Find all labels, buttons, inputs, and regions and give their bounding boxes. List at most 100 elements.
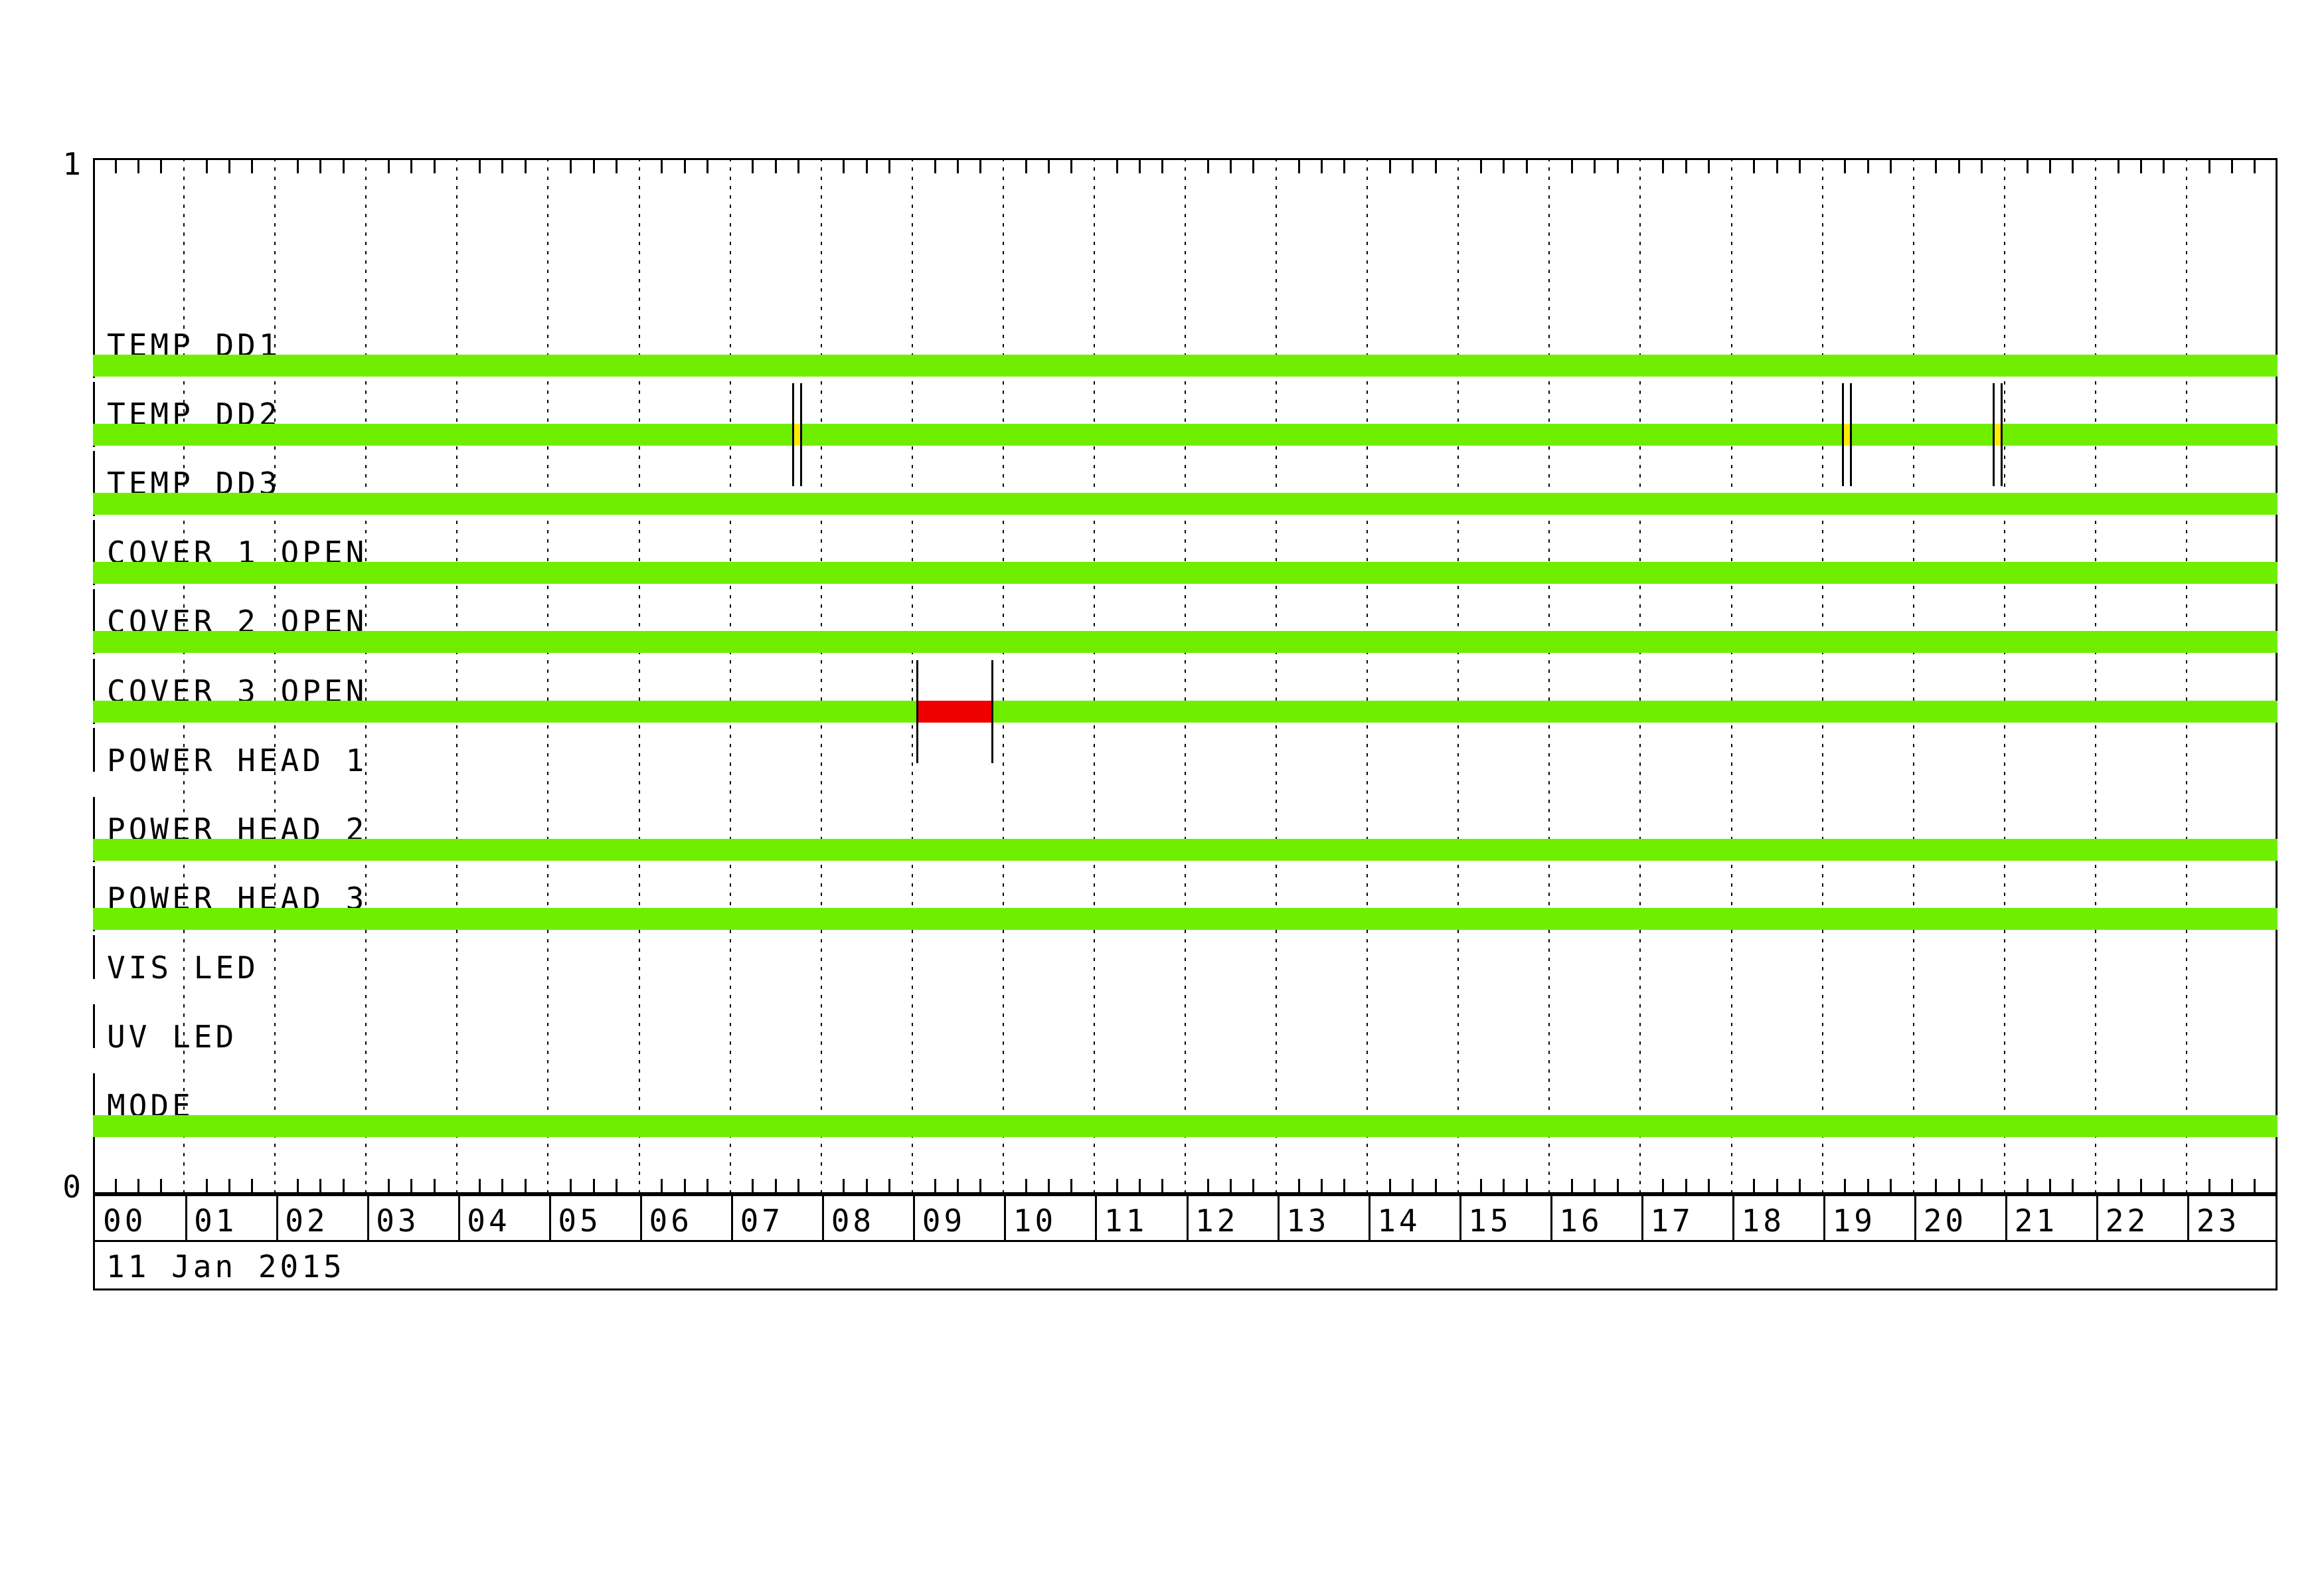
minor-tick-bottom xyxy=(843,1179,845,1194)
minor-tick-bottom xyxy=(251,1179,254,1194)
hour-gridline xyxy=(1730,158,1732,1194)
event-end-marker xyxy=(991,660,993,763)
minor-tick-top xyxy=(1161,158,1164,173)
hour-label: 21 xyxy=(2014,1203,2058,1239)
state-bar-segment xyxy=(93,631,2278,654)
state-bar-segment xyxy=(93,838,2278,861)
minor-tick-bottom xyxy=(1935,1179,1938,1194)
minor-tick-top xyxy=(388,158,390,173)
minor-tick-bottom xyxy=(388,1179,390,1194)
hour-cell-separator xyxy=(1004,1196,1007,1240)
minor-tick-bottom xyxy=(2072,1179,2074,1194)
minor-tick-top xyxy=(1139,158,1141,173)
minor-tick-top xyxy=(296,158,299,173)
hour-cell-separator xyxy=(185,1196,187,1240)
minor-tick-top xyxy=(1685,158,1687,173)
state-bar-segment xyxy=(93,907,2278,930)
y-axis-segment xyxy=(93,158,95,378)
minor-tick-bottom xyxy=(1025,1179,1027,1194)
minor-tick-top xyxy=(1662,158,1665,173)
minor-tick-bottom xyxy=(706,1179,708,1194)
hour-label: 20 xyxy=(1923,1203,1967,1239)
hour-cell-separator xyxy=(731,1196,734,1240)
minor-tick-top xyxy=(228,158,231,173)
hour-gridline xyxy=(2094,158,2096,1194)
hour-cell-separator xyxy=(1368,1196,1370,1240)
minor-tick-top xyxy=(1116,158,1118,173)
hour-label: 04 xyxy=(467,1203,511,1239)
minor-tick-top xyxy=(1571,158,1574,173)
minor-tick-top xyxy=(774,158,777,173)
minor-tick-top xyxy=(1594,158,1596,173)
minor-tick-top xyxy=(501,158,504,173)
minor-tick-bottom xyxy=(1867,1179,1869,1194)
minor-tick-bottom xyxy=(1047,1179,1050,1194)
hour-label: 08 xyxy=(831,1203,875,1239)
hour-cell-separator xyxy=(1550,1196,1552,1240)
minor-tick-bottom xyxy=(1343,1179,1346,1194)
minor-tick-bottom xyxy=(501,1179,504,1194)
event-segment xyxy=(793,424,801,446)
hour-cell-separator xyxy=(640,1196,642,1240)
y-axis-segment xyxy=(93,934,95,979)
minor-tick-bottom xyxy=(956,1179,959,1194)
minor-tick-bottom xyxy=(114,1179,117,1194)
y-axis-segment xyxy=(93,727,95,772)
minor-tick-top xyxy=(661,158,663,173)
minor-tick-top xyxy=(1343,158,1346,173)
plot-border-right xyxy=(2276,158,2278,1194)
y-axis-segment xyxy=(93,1004,95,1048)
minor-tick-bottom xyxy=(1776,1179,1778,1194)
event-start-marker xyxy=(1992,383,1995,487)
minor-tick-top xyxy=(410,158,413,173)
minor-tick-top xyxy=(843,158,845,173)
hour-label: 03 xyxy=(376,1203,420,1239)
minor-tick-top xyxy=(1616,158,1619,173)
minor-tick-bottom xyxy=(1844,1179,1847,1194)
minor-tick-top xyxy=(956,158,959,173)
hour-gridline xyxy=(1548,158,1550,1194)
minor-tick-bottom xyxy=(410,1179,413,1194)
hour-label: 12 xyxy=(1195,1203,1239,1239)
minor-tick-bottom xyxy=(1753,1179,1756,1194)
minor-tick-bottom xyxy=(570,1179,572,1194)
hour-gridline xyxy=(1093,158,1095,1194)
hour-gridline xyxy=(1276,158,1278,1194)
hour-label: 16 xyxy=(1559,1203,1603,1239)
minor-tick-bottom xyxy=(1412,1179,1414,1194)
minor-tick-top xyxy=(160,158,163,173)
event-end-marker xyxy=(1850,383,1853,487)
minor-tick-bottom xyxy=(2048,1179,2051,1194)
hour-axis: 00 01 02 03 04 05 06 07 08 09 10 11 12 13 14 15 16 17 18 19… xyxy=(93,1194,2278,1242)
minor-tick-top xyxy=(342,158,345,173)
minor-tick-bottom xyxy=(296,1179,299,1194)
hour-gridline xyxy=(911,158,913,1194)
event-start-marker xyxy=(791,383,794,487)
hour-cell-separator xyxy=(2096,1196,2099,1240)
minor-tick-top xyxy=(706,158,708,173)
minor-tick-top xyxy=(251,158,254,173)
minor-tick-top xyxy=(1434,158,1437,173)
minor-tick-top xyxy=(592,158,595,173)
minor-tick-top xyxy=(1707,158,1710,173)
minor-tick-bottom xyxy=(865,1179,868,1194)
minor-tick-top xyxy=(1957,158,1960,173)
minor-tick-top xyxy=(2026,158,2029,173)
state-bar-segment xyxy=(93,1115,2278,1138)
minor-tick-top xyxy=(2208,158,2210,173)
minor-tick-top xyxy=(2163,158,2165,173)
hour-label: 00 xyxy=(103,1203,147,1239)
minor-tick-top xyxy=(1388,158,1391,173)
minor-tick-top xyxy=(1070,158,1073,173)
row-label: VIS LED xyxy=(107,949,259,986)
event-segment xyxy=(918,700,991,723)
minor-tick-top xyxy=(2254,158,2256,173)
minor-tick-top xyxy=(797,158,799,173)
minor-tick-bottom xyxy=(2231,1179,2233,1194)
y-axis-segment xyxy=(93,796,95,862)
hour-label: 19 xyxy=(1832,1203,1876,1239)
minor-tick-bottom xyxy=(1297,1179,1300,1194)
minor-tick-top xyxy=(1297,158,1300,173)
hour-gridline xyxy=(1002,158,1004,1194)
hour-cell-separator xyxy=(1277,1196,1280,1240)
